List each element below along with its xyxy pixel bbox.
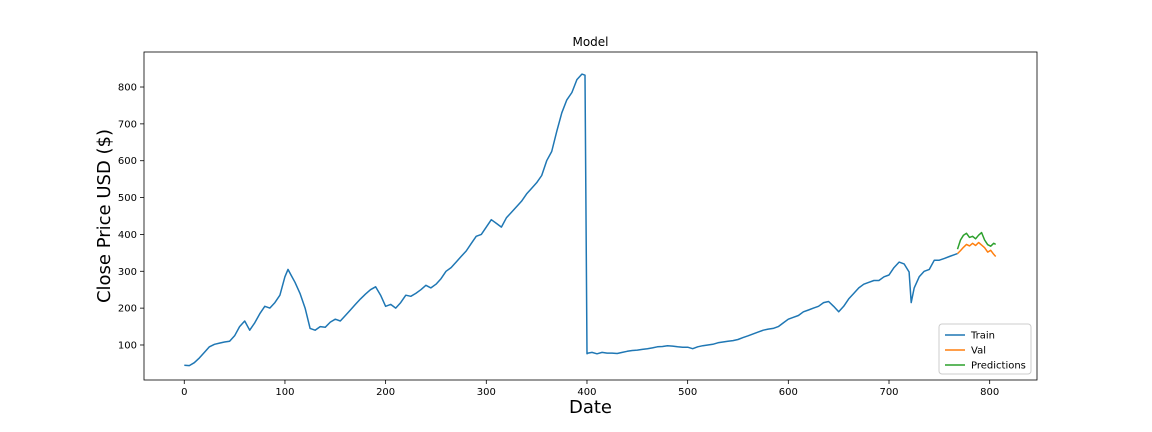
x-tick-label: 800 <box>980 387 999 398</box>
y-tick-label: 300 <box>118 267 137 278</box>
y-tick-label: 200 <box>118 304 137 315</box>
plot-frame <box>143 51 1038 381</box>
y-tick-label: 100 <box>118 340 137 351</box>
x-tick-label: 700 <box>879 387 898 398</box>
x-tick-label: 200 <box>376 387 395 398</box>
legend-label-val: Val <box>971 346 986 357</box>
y-tick-label: 700 <box>118 119 137 130</box>
x-tick-label: 500 <box>678 387 697 398</box>
y-tick-label: 800 <box>118 83 137 94</box>
series-line-predictions <box>956 231 997 250</box>
chart-title: Model <box>572 35 608 49</box>
y-tick-label: 400 <box>118 230 137 241</box>
legend: Train Val Predictions <box>938 323 1032 375</box>
y-axis-label: Close Price USD ($) <box>94 129 115 303</box>
y-axis-ticks: 100 200 300 400 500 600 700 800 <box>118 83 144 351</box>
x-axis-ticks: 0 100 200 300 400 500 600 700 800 <box>181 380 999 398</box>
x-tick-label: 0 <box>181 387 187 398</box>
x-tick-label: 300 <box>477 387 496 398</box>
y-tick-label: 600 <box>118 156 137 167</box>
legend-label-train: Train <box>970 331 995 342</box>
x-axis-label: Date <box>569 397 612 418</box>
series-line-val <box>956 241 997 258</box>
x-tick-label: 400 <box>577 387 596 398</box>
y-tick-label: 500 <box>118 193 137 204</box>
series-line-train <box>184 73 958 367</box>
legend-label-predictions: Predictions <box>971 361 1026 372</box>
plot-area <box>143 51 1038 381</box>
legend-box <box>938 323 1032 375</box>
x-tick-label: 100 <box>275 387 294 398</box>
x-tick-label: 600 <box>779 387 798 398</box>
